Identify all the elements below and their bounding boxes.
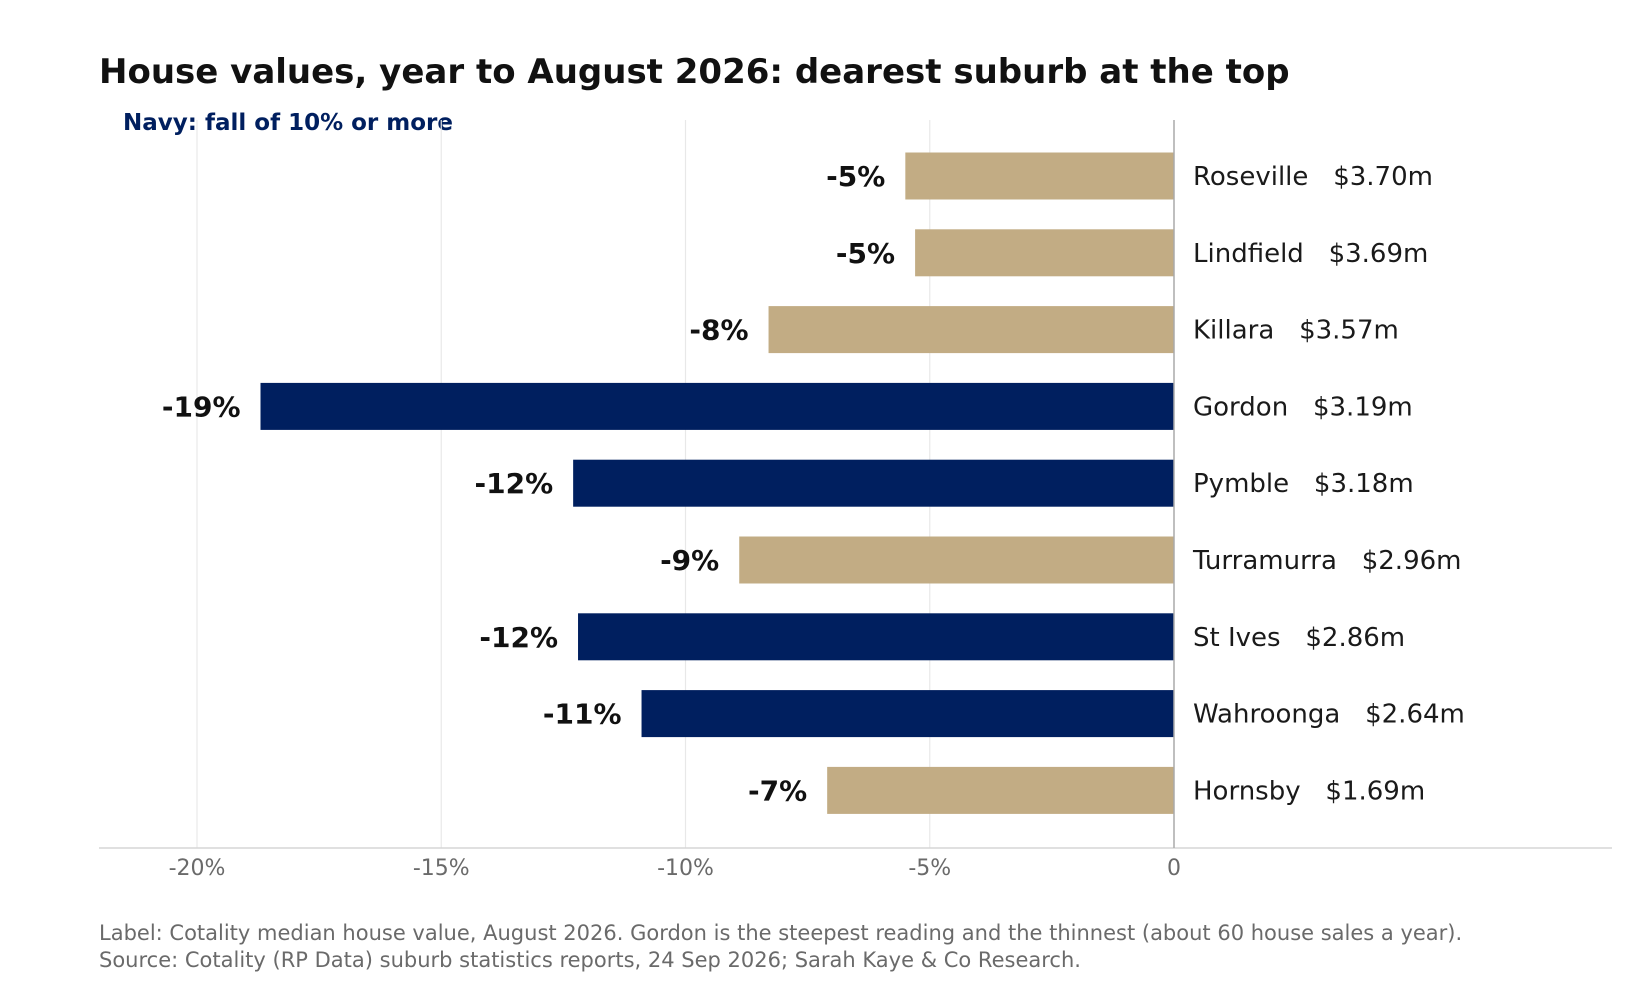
x-tick-label: 0 [1167, 856, 1181, 881]
bar [915, 229, 1174, 277]
x-tick-label: -15% [413, 856, 470, 881]
data-label: -12% [475, 467, 554, 500]
chart-footer: Label: Cotality median house value, Augu… [99, 920, 1462, 974]
bar [905, 152, 1174, 200]
data-label: -8% [689, 314, 748, 347]
bar [578, 613, 1174, 661]
bar [827, 766, 1174, 814]
bar [768, 306, 1174, 354]
category-label: Pymble $3.18m [1193, 469, 1414, 499]
category-label: Roseville $3.70m [1193, 162, 1433, 192]
x-tick-label: -5% [908, 856, 951, 881]
data-label: -9% [660, 544, 719, 577]
bar [573, 459, 1174, 507]
bar [739, 536, 1174, 584]
category-label: Gordon $3.19m [1193, 392, 1413, 422]
bar [641, 690, 1174, 738]
footer-note: Label: Cotality median house value, Augu… [99, 921, 1463, 945]
data-label: -7% [748, 774, 807, 807]
data-label: -19% [162, 390, 241, 423]
category-label: Wahroonga $2.64m [1193, 700, 1465, 730]
category-label: Lindfield $3.69m [1193, 239, 1428, 269]
category-label: Hornsby $1.69m [1193, 776, 1425, 806]
footer-source: Source: Cotality (RP Data) suburb statis… [99, 948, 1081, 972]
chart-subtitle: Navy: fall of 10% or more [123, 110, 453, 136]
data-label: -5% [836, 237, 895, 270]
x-tick-label: -20% [169, 856, 226, 881]
chart-title: House values, year to August 2026: deare… [99, 52, 1290, 92]
data-label: -11% [543, 698, 622, 731]
category-label: Killara $3.57m [1193, 316, 1399, 346]
bar [260, 382, 1174, 430]
data-label: -5% [826, 160, 885, 193]
category-label: St Ives $2.86m [1193, 623, 1405, 653]
bars: -5% Roseville $3.70m -5% Lindfield $3.69m -8… [162, 152, 1465, 814]
x-tick-label: -10% [657, 856, 714, 881]
data-label: -12% [479, 621, 558, 654]
axes: -20% -15% -10% -5% 0 [99, 120, 1612, 881]
category-label: Turramurra $2.96m [1192, 546, 1461, 576]
